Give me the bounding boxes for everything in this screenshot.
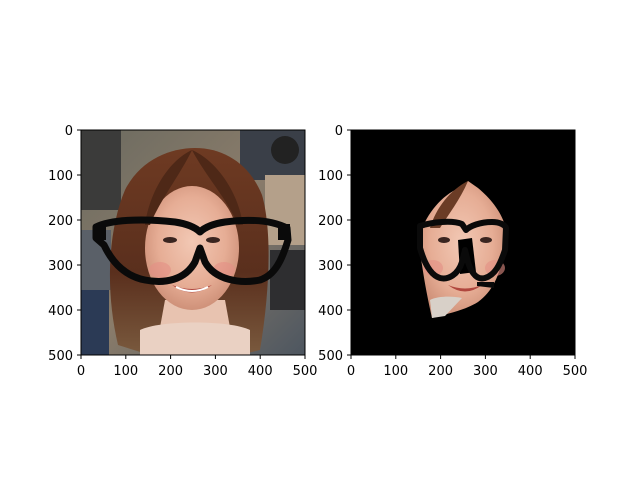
x-tick-label: 200 — [428, 364, 453, 379]
y-tick-label: 0 — [335, 124, 343, 139]
y-tick-label: 200 — [48, 214, 73, 229]
x-tick-label: 100 — [383, 364, 408, 379]
x-tick-label: 100 — [113, 364, 138, 379]
y-tick-label: 200 — [318, 214, 343, 229]
left-panel: 0 100 200 300 400 500 0 100 200 300 400 … — [48, 124, 317, 379]
y-tick-label: 0 — [65, 124, 73, 139]
right-x-axis: 0 100 200 300 400 500 — [347, 355, 588, 379]
x-tick-label: 300 — [203, 364, 228, 379]
left-glasses-overlay — [92, 216, 292, 285]
y-tick-label: 400 — [48, 304, 73, 319]
y-tick-label: 300 — [48, 259, 73, 274]
left-y-axis: 0 100 200 300 400 500 — [48, 124, 81, 364]
right-glasses-overlay — [417, 218, 509, 288]
y-tick-label: 100 — [318, 169, 343, 184]
y-tick-label: 300 — [318, 259, 343, 274]
right-y-axis: 0 100 200 300 400 500 — [318, 124, 351, 364]
y-tick-label: 500 — [48, 349, 73, 364]
y-tick-label: 400 — [318, 304, 343, 319]
x-tick-label: 500 — [293, 364, 318, 379]
x-tick-label: 400 — [248, 364, 273, 379]
left-axes-frame — [80, 129, 306, 356]
x-tick-label: 300 — [473, 364, 498, 379]
x-tick-label: 500 — [563, 364, 588, 379]
right-image — [351, 130, 575, 355]
x-tick-label: 0 — [347, 364, 355, 379]
left-image — [81, 130, 305, 355]
x-tick-label: 0 — [77, 364, 85, 379]
right-axes-frame — [350, 129, 576, 356]
right-panel: 0 100 200 300 400 500 0 100 200 300 400 … — [318, 124, 587, 379]
x-tick-label: 400 — [518, 364, 543, 379]
y-tick-label: 100 — [48, 169, 73, 184]
left-x-axis: 0 100 200 300 400 500 — [77, 355, 318, 379]
y-tick-label: 500 — [318, 349, 343, 364]
x-tick-label: 200 — [158, 364, 183, 379]
